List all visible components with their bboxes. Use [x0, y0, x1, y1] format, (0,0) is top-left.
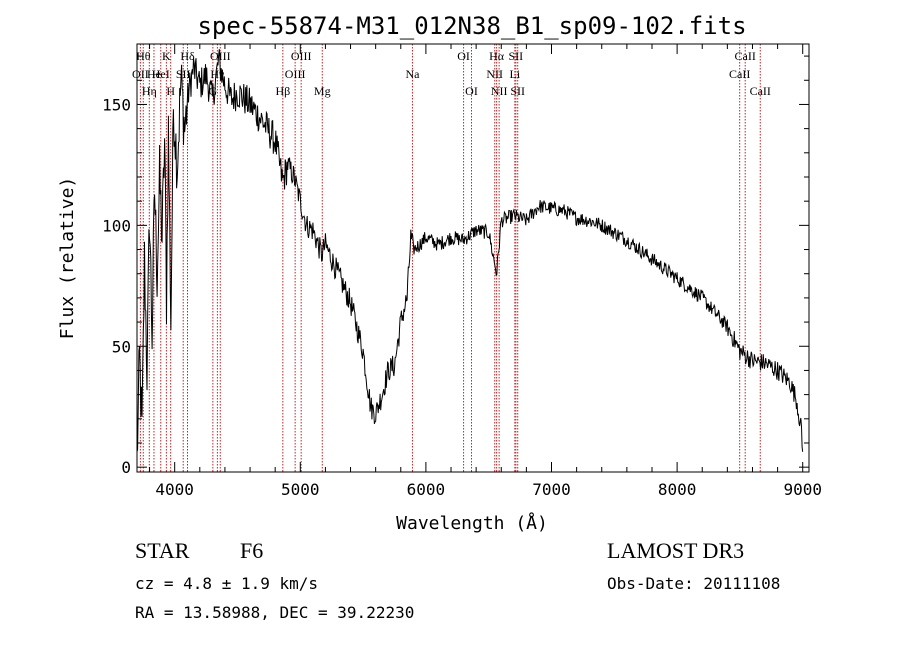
line-label-11: OIII — [210, 49, 231, 63]
x-tick-label: 7000 — [532, 480, 571, 499]
line-label-7: SII — [176, 67, 191, 81]
line-label-13: OIII — [285, 67, 306, 81]
x-tick-label: 8000 — [658, 480, 697, 499]
x-tick-label: 6000 — [407, 480, 446, 499]
x-axis-label: Wavelength (Å) — [396, 512, 548, 534]
y-tick-label: 0 — [121, 458, 131, 477]
line-label-22: Li — [509, 67, 520, 81]
line-label-25: CaII — [729, 67, 750, 81]
object-subclass: F6 — [240, 538, 264, 563]
line-label-15: Mg — [314, 84, 331, 98]
line-label-16: Na — [405, 67, 420, 81]
line-label-20: Hα — [489, 49, 505, 63]
chart-title: spec-55874-M31_012N38_B1_sp09-102.fits — [197, 12, 746, 40]
flux-series-line — [136, 49, 804, 452]
y-tick-label: 100 — [102, 216, 131, 235]
line-label-4: HeI — [152, 67, 170, 81]
sky-coordinates: RA = 13.58988, DEC = 39.22230 — [135, 603, 415, 622]
line-label-1: Hθ — [136, 49, 151, 63]
line-label-6: H — [166, 84, 175, 98]
redshift-velocity: cz = 4.8 ± 1.9 km/s — [135, 574, 319, 593]
line-label-24: SII — [510, 84, 525, 98]
line-label-2: Hη — [142, 84, 157, 98]
line-label-23: SII — [508, 49, 523, 63]
plot-frame — [136, 43, 810, 473]
line-label-12: Hβ — [275, 84, 290, 98]
x-tick-label: 5000 — [281, 480, 320, 499]
survey-label: LAMOST DR3 — [607, 538, 745, 563]
spectral-line-markers — [139, 44, 761, 472]
observation-date: Obs-Date: 20111108 — [607, 574, 781, 593]
y-tick-label: 50 — [112, 337, 131, 356]
spectral-line-labels: OIIHθHηHeHeIKHSIIHδGHγOIIIHβOIIIOIIIMgNa… — [132, 49, 771, 98]
x-tick-label: 4000 — [155, 480, 194, 499]
line-label-5: K — [162, 49, 171, 63]
line-label-19: NII — [486, 67, 503, 81]
x-axis-ticks: 4000 5000 6000 7000 8000 9000 — [149, 44, 822, 499]
line-label-27: CaII — [750, 84, 771, 98]
line-label-14: OIII — [291, 49, 312, 63]
line-label-0: OII — [132, 67, 149, 81]
y-axis-ticks: 0 50 100 150 — [102, 55, 809, 477]
line-label-18: OI — [465, 84, 478, 98]
x-tick-label: 9000 — [783, 480, 822, 499]
line-label-17: OI — [457, 49, 470, 63]
line-label-3: He — [147, 67, 161, 81]
object-class: STAR — [135, 538, 190, 563]
line-label-8: Hδ — [180, 49, 195, 63]
y-axis-label: Flux (relative) — [57, 177, 78, 340]
line-label-21: NII — [491, 84, 508, 98]
y-tick-label: 150 — [102, 95, 131, 114]
line-label-26: CaII — [735, 49, 756, 63]
